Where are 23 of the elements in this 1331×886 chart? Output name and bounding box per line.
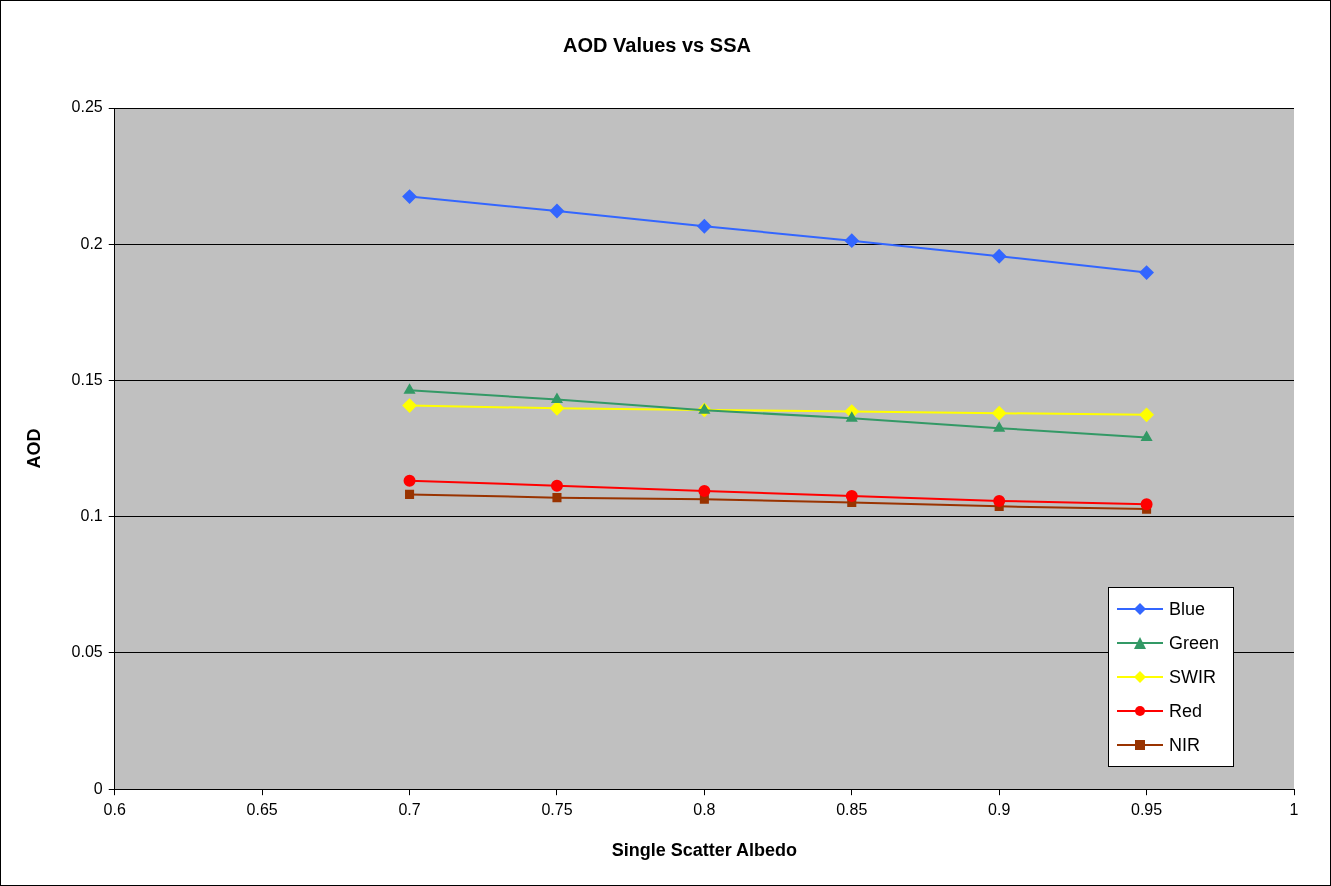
legend-label: Green	[1168, 632, 1219, 654]
x-axis-title: Single Scatter Albedo	[611, 840, 798, 861]
y-tick-label: 0	[93, 779, 103, 797]
legend-label: Blue	[1168, 598, 1205, 620]
y-tick-label: 0.25	[71, 98, 103, 116]
y-tick-label: 0.15	[71, 370, 103, 388]
legend-label: NIR	[1168, 734, 1200, 756]
y-tick-label: 0.2	[80, 234, 103, 252]
x-tick-label: 0.6	[103, 801, 126, 819]
x-tick-label: 0.65	[246, 801, 278, 819]
x-tick-label: 1	[1289, 801, 1299, 819]
chart-title: AOD Values vs SSA	[563, 33, 751, 56]
legend-label: SWIR	[1168, 666, 1216, 688]
x-tick-label: 0.8	[693, 801, 716, 819]
x-tick-label: 0.85	[836, 801, 868, 819]
y-axis-title: AOD	[23, 428, 44, 469]
x-tick-label: 0.7	[398, 801, 421, 819]
x-tick-label: 0.9	[988, 801, 1011, 819]
y-tick-label: 0.05	[71, 643, 103, 661]
x-tick-label: 0.75	[541, 801, 573, 819]
y-tick-label: 0.1	[80, 507, 103, 525]
x-tick-label: 0.95	[1131, 801, 1163, 819]
legend-label: Red	[1168, 700, 1202, 722]
